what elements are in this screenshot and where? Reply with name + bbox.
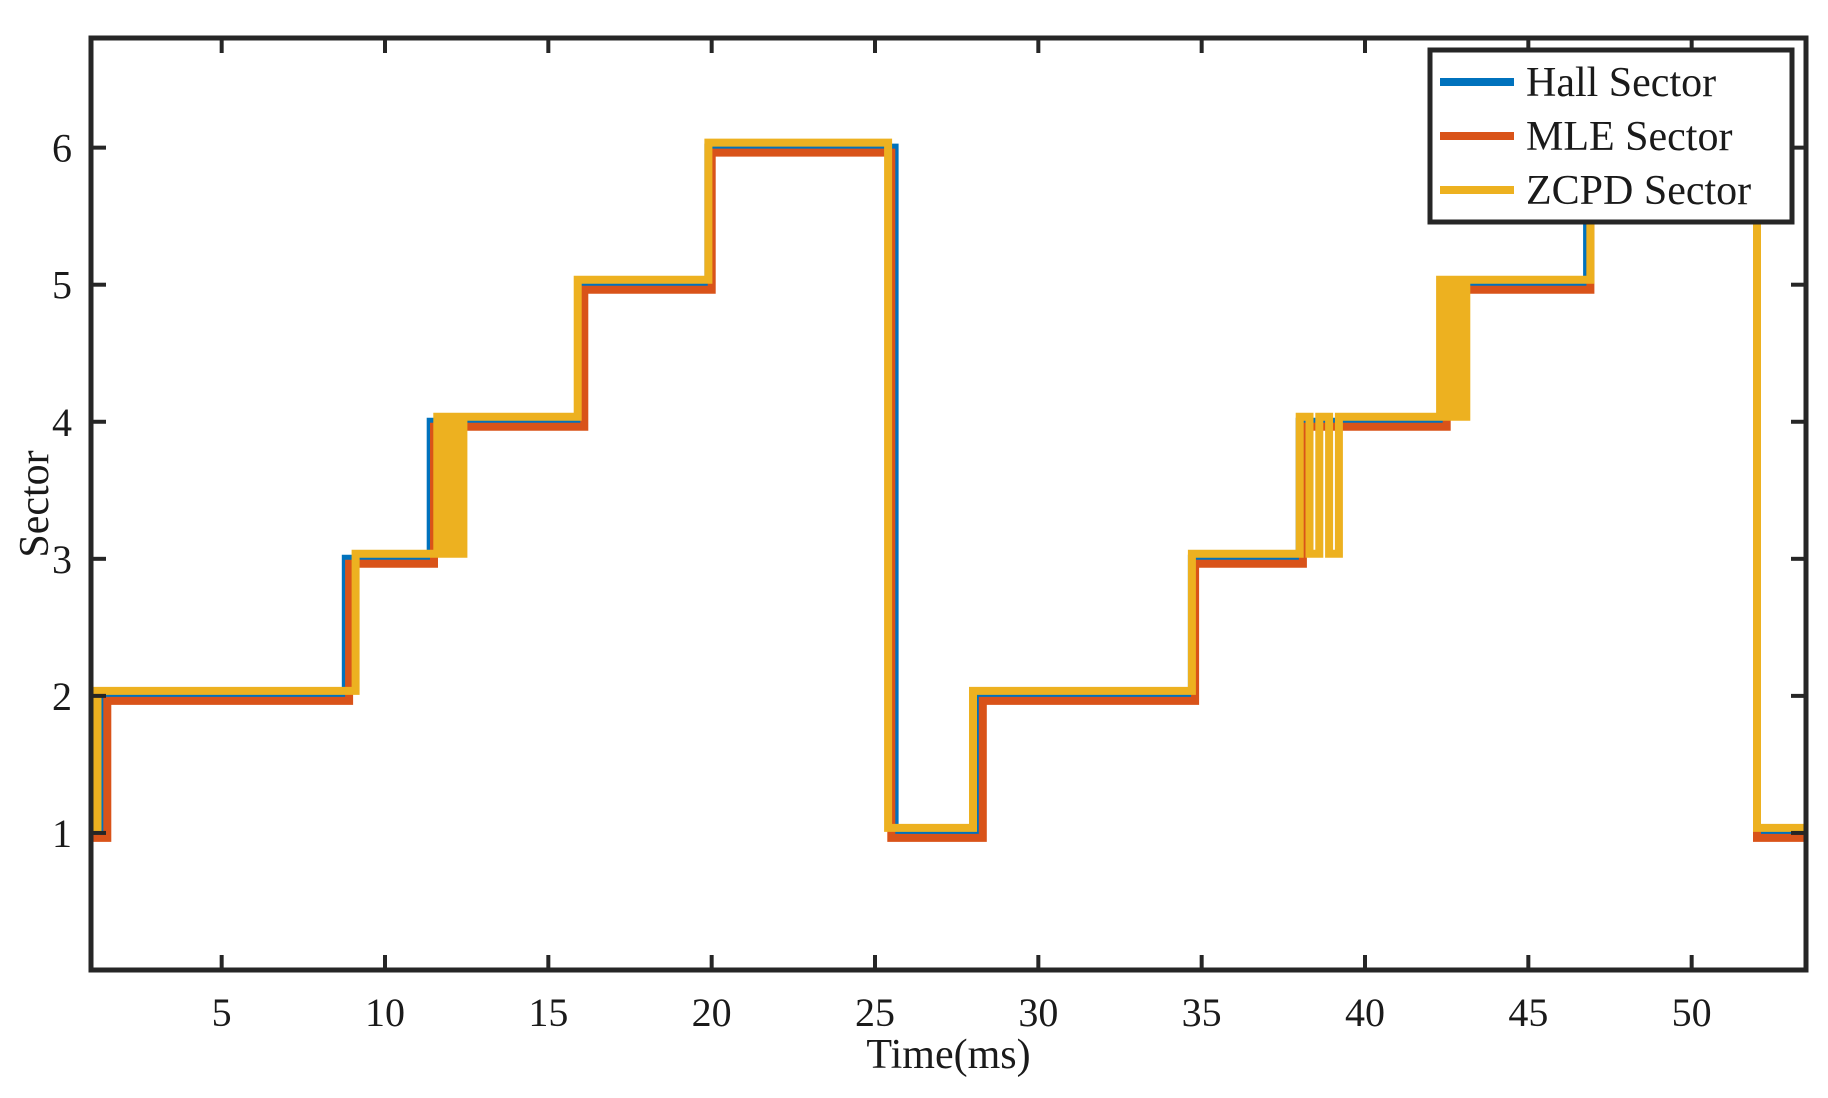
x-tick-label: 50 <box>1672 990 1712 1035</box>
y-tick-label: 1 <box>52 811 72 856</box>
y-tick-label: 4 <box>52 400 72 445</box>
y-tick-label: 6 <box>52 126 72 171</box>
x-tick-label: 45 <box>1508 990 1548 1035</box>
y-tick-label: 5 <box>52 263 72 308</box>
x-axis-label: Time(ms) <box>866 1032 1030 1078</box>
x-tick-label: 25 <box>855 990 895 1035</box>
x-tick-label: 10 <box>365 990 405 1035</box>
y-tick-label: 2 <box>52 674 72 719</box>
y-tick-label: 3 <box>52 537 72 582</box>
legend-label: ZCPD Sector <box>1526 168 1751 214</box>
x-tick-label: 35 <box>1182 990 1222 1035</box>
y-axis-label: Sector <box>12 450 58 557</box>
series-line-3 <box>91 138 1806 832</box>
series-layer <box>91 138 1806 842</box>
series-line-2 <box>91 148 1806 842</box>
legend-label: MLE Sector <box>1526 114 1732 160</box>
legend-entries: Hall Sector MLE Sector ZCPD Sector <box>1440 60 1751 214</box>
legend: Hall Sector MLE Sector ZCPD Sector <box>1427 47 1795 225</box>
x-tick-label: 5 <box>212 990 232 1035</box>
x-tick-label: 30 <box>1018 990 1058 1035</box>
series-line-1 <box>91 143 1806 837</box>
plot-frame <box>88 35 1809 973</box>
x-tick-label: 40 <box>1345 990 1385 1035</box>
legend-label: Hall Sector <box>1526 60 1716 106</box>
x-tick-label: 20 <box>692 990 732 1035</box>
x-tick-label: 15 <box>528 990 568 1035</box>
